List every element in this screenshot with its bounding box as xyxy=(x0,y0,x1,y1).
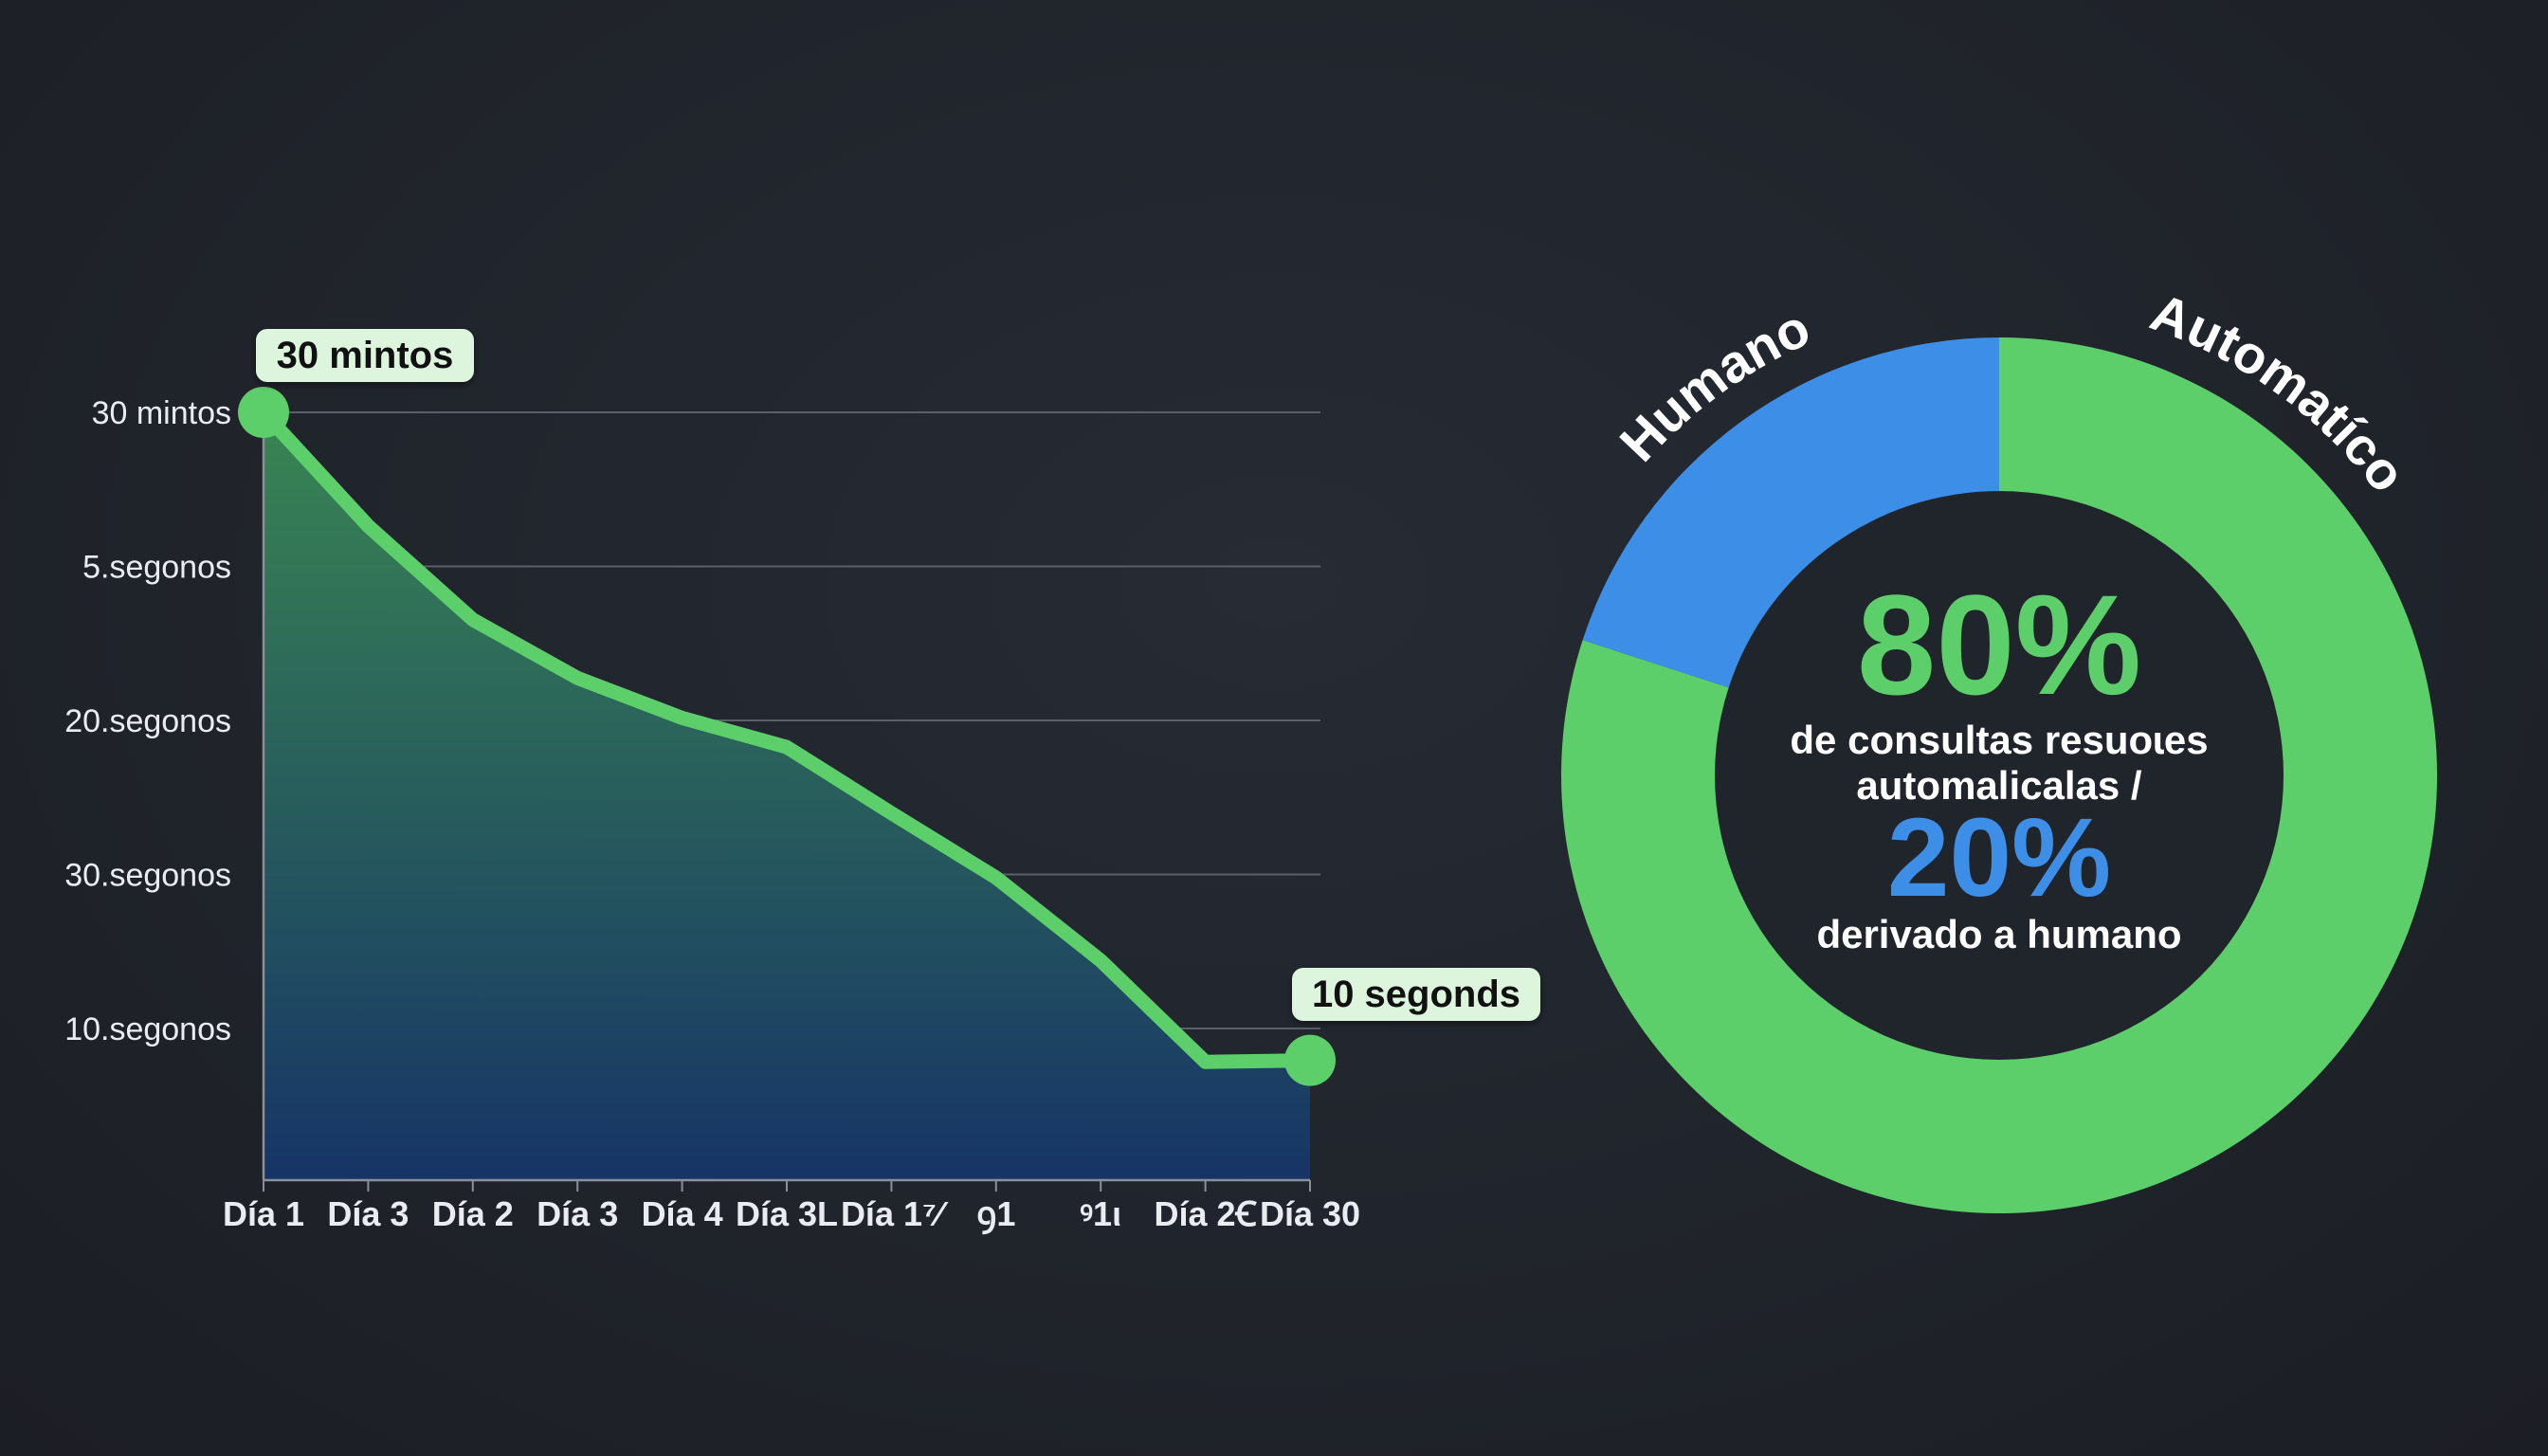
x-tick-label: Día 4 xyxy=(642,1194,723,1233)
callout-box xyxy=(1292,968,1540,1021)
series-line xyxy=(256,405,1318,1069)
x-tick-label: Día 3 xyxy=(327,1194,409,1233)
x-tick-label: Día 1⁷⁄ xyxy=(841,1194,949,1233)
x-tick-label: ꝰ1ι xyxy=(1080,1194,1121,1233)
callout-text: 10 segonds xyxy=(1312,974,1520,1015)
y-tick-label: 30 mintos xyxy=(92,395,231,431)
x-tick-label: Día 1 xyxy=(223,1194,304,1233)
y-tick-label: 20.segonos xyxy=(64,703,231,739)
donut-slice xyxy=(1560,337,2437,1213)
callout-text: 30 mintos xyxy=(277,335,454,376)
center-big-value: 80% xyxy=(1857,565,2141,724)
data-point-marker xyxy=(1284,1034,1336,1086)
x-tick-label: Día 2Ꞓ xyxy=(1155,1194,1258,1233)
x-tick-label: Día 30 xyxy=(1260,1194,1360,1233)
callout: 30 mintos xyxy=(256,329,474,382)
area-chart: 30 mintos 5.segonos 20.segonos 30.segonos 10… xyxy=(64,329,1540,1235)
y-tick-label: 5.segonos xyxy=(82,550,231,586)
donut-slice xyxy=(1582,337,1999,688)
x-tick-label: Día 3L xyxy=(736,1194,838,1233)
area-fill xyxy=(264,412,1310,1180)
callout: 10 segonds xyxy=(1292,968,1540,1021)
center-second-value: 20% xyxy=(1887,795,2111,920)
x-tick-label: ꝯ1 xyxy=(976,1194,1015,1235)
y-tick-label: 30.segonos xyxy=(64,858,231,894)
callout-box xyxy=(256,329,474,382)
x-tick-label: Día 2 xyxy=(432,1194,514,1233)
data-point-marker xyxy=(238,387,289,438)
center-line-3: derivado a humano xyxy=(1816,912,2181,956)
center-line-2: automalicalas / xyxy=(1856,763,2141,808)
x-tick-label: Día 3 xyxy=(537,1194,618,1233)
center-line-1: de consultas resuoɩes xyxy=(1790,718,2208,762)
donut-hole xyxy=(1716,492,2283,1059)
y-tick-label: 10.segonos xyxy=(64,1011,231,1047)
